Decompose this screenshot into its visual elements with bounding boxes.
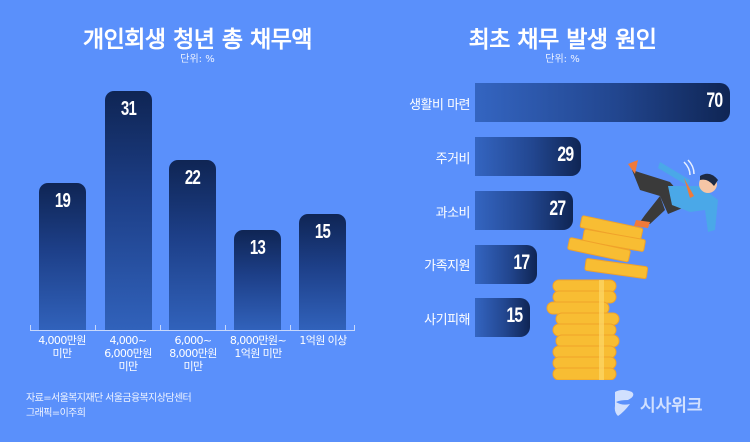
hbar-label: 주거비 bbox=[435, 152, 471, 167]
hbar-label: 사기피해 bbox=[424, 313, 470, 328]
hbar-5: 15 bbox=[475, 298, 530, 337]
logo-text: 시사위크 bbox=[640, 395, 703, 416]
x-tick bbox=[354, 325, 355, 331]
vbar-1: 19 bbox=[39, 183, 86, 330]
left-chart-unit: 단위: % bbox=[180, 54, 215, 65]
vbar-value: 15 bbox=[314, 221, 331, 243]
x-tick bbox=[290, 325, 291, 331]
x-tick bbox=[225, 325, 226, 331]
vbar-value: 31 bbox=[120, 98, 137, 120]
hbar-label: 가족지원 bbox=[424, 259, 470, 274]
falling-man-coins-illustration bbox=[546, 159, 718, 380]
x-tick bbox=[95, 325, 96, 331]
x-label: 6,000~ 8,000만원 미만 bbox=[169, 334, 217, 373]
vbar-value: 19 bbox=[54, 190, 71, 212]
falling-man-icon bbox=[628, 159, 718, 232]
hbar-value: 29 bbox=[556, 143, 574, 166]
left-chart-title: 개인회생 청년 총 채무액 bbox=[82, 27, 313, 53]
hbar-label: 생활비 마련 bbox=[409, 98, 470, 113]
hbar-label: 과소비 bbox=[435, 206, 471, 221]
hbar-value: 15 bbox=[505, 304, 523, 327]
coin-stack-icon bbox=[546, 215, 649, 380]
x-label: 4,000~ 6,000만원 미만 bbox=[104, 334, 152, 373]
vbar-value: 13 bbox=[249, 237, 266, 259]
source-text: 자료=서울복지재단 서울금융복지상담센터 bbox=[26, 393, 192, 404]
vbar-value: 22 bbox=[184, 167, 201, 189]
hbar-value: 70 bbox=[705, 89, 723, 112]
x-label: 4,000만원 미만 bbox=[38, 334, 86, 360]
graphic-credit: 그래픽=이주희 bbox=[26, 408, 86, 419]
x-axis bbox=[30, 330, 355, 331]
vbar-5: 15 bbox=[299, 214, 346, 330]
sisaweek-logo-icon bbox=[614, 390, 634, 416]
x-tick bbox=[30, 325, 31, 331]
hbar-2: 29 bbox=[475, 137, 581, 176]
vbar-3: 22 bbox=[169, 160, 216, 330]
hbar-1: 70 bbox=[475, 83, 730, 122]
hbar-value: 27 bbox=[548, 197, 566, 220]
x-label: 8,000만원~ 1억원 미만 bbox=[229, 334, 287, 360]
x-label: 1억원 이상 bbox=[299, 334, 347, 347]
vbar-4: 13 bbox=[234, 230, 281, 330]
hbar-3: 27 bbox=[475, 191, 573, 230]
right-chart-title: 최초 채무 발생 원인 bbox=[468, 27, 657, 53]
right-chart-unit: 단위: % bbox=[545, 54, 580, 65]
hbar-4: 17 bbox=[475, 245, 537, 284]
hbar-value: 17 bbox=[512, 251, 530, 274]
sisaweek-logo: 시사위크 bbox=[612, 388, 703, 418]
vbar-2: 31 bbox=[105, 91, 152, 330]
x-tick bbox=[160, 325, 161, 331]
